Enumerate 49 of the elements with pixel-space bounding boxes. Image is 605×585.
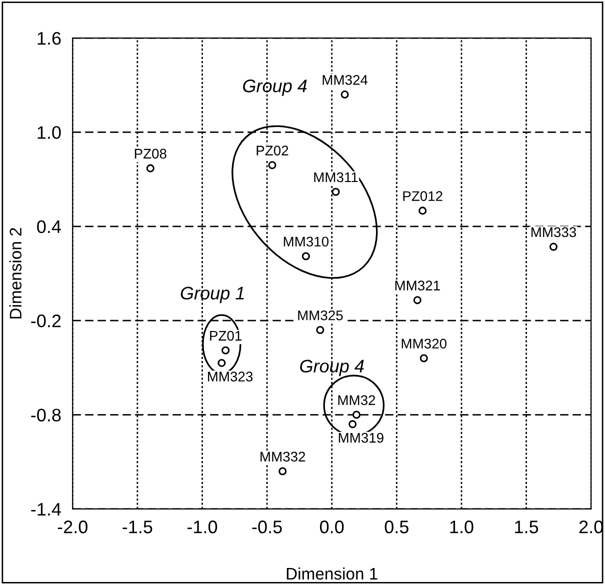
x-tick-label: 1.5 [515, 520, 538, 534]
annotation: MM320 [402, 338, 446, 349]
x-tick-label: -1.0 [187, 520, 218, 534]
annotation: PZ012 [403, 191, 442, 202]
y-tick-label: -0.8 [31, 408, 61, 422]
point [549, 242, 558, 251]
point [420, 354, 428, 362]
y-tick-label: 1.6 [38, 32, 61, 45]
annotation: MM321 [395, 280, 440, 290]
x-tick-label: -1.5 [122, 520, 152, 534]
point [332, 188, 340, 196]
point [413, 296, 422, 304]
x-tick-label: -2.0 [58, 520, 88, 534]
y-tick-label: -1.4 [31, 503, 61, 516]
annotation: Group 4 [300, 360, 364, 376]
y-axis-title: Dimension 2 [9, 228, 22, 318]
y-tick-label: 0.4 [37, 220, 61, 234]
point [268, 161, 276, 170]
point [348, 420, 357, 428]
y-tick-label: -0.2 [31, 314, 61, 328]
point [316, 326, 324, 334]
point [340, 90, 349, 99]
annotation: MM311 [314, 172, 358, 182]
x-tick-label: 0.5 [384, 520, 408, 534]
point [278, 467, 287, 476]
annotation: MM333 [531, 227, 576, 238]
x-axis-title: Dimension 1 [286, 567, 378, 580]
point [218, 358, 226, 367]
y-tick-label: 1.0 [38, 126, 61, 139]
x-tick-label: -0.5 [252, 520, 282, 534]
annotation: MM323 [208, 372, 253, 382]
x-tick-label: 1.0 [450, 520, 474, 534]
x-tick-label: 0.0 [320, 520, 344, 534]
annotation: PZ08 [134, 148, 166, 159]
point [222, 346, 230, 354]
point [302, 252, 310, 260]
annotation: PZ02 [256, 146, 288, 156]
annotation: Group 4 [243, 80, 307, 96]
annotation: MM325 [298, 310, 343, 320]
annotation: MM332 [260, 452, 306, 462]
point [418, 206, 427, 215]
point [352, 410, 360, 419]
point [146, 164, 154, 172]
annotation: MM319 [338, 432, 384, 443]
annotation: Group 1 [180, 286, 244, 304]
annotation: PZ01 [210, 330, 242, 341]
annotation: MM310 [284, 236, 329, 247]
annotation: MM324 [322, 75, 368, 85]
annotation: MM32 [338, 395, 376, 406]
